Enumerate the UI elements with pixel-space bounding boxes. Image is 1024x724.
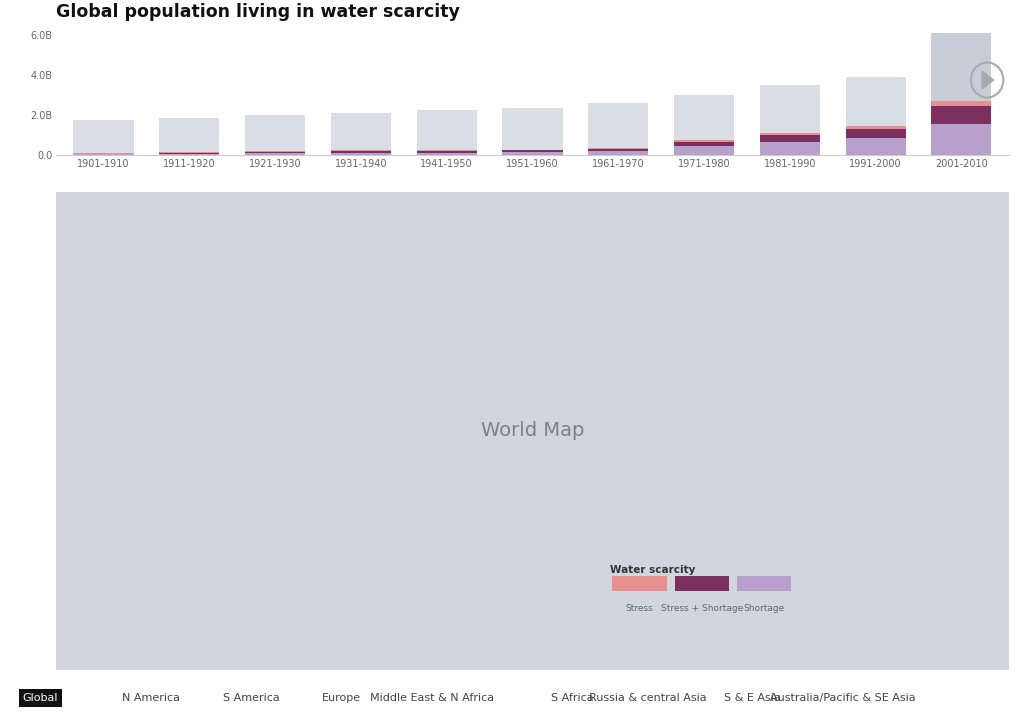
Bar [588, 148, 648, 151]
Bar [588, 104, 648, 155]
Bar [417, 150, 477, 151]
FancyBboxPatch shape [737, 576, 792, 591]
Text: S Africa: S Africa [551, 694, 594, 703]
Bar [760, 85, 820, 155]
Text: World Map: World Map [481, 421, 584, 440]
Bar [503, 150, 562, 151]
Text: Global: Global [23, 694, 58, 703]
Bar [331, 153, 391, 155]
Bar [846, 129, 905, 138]
Bar [160, 118, 219, 155]
Text: S America: S America [222, 694, 280, 703]
Text: Europe: Europe [322, 694, 361, 703]
Bar [74, 154, 133, 155]
Bar [417, 153, 477, 155]
Text: Shortage: Shortage [743, 604, 784, 613]
Text: N America: N America [122, 694, 180, 703]
Text: Water scarcity: Water scarcity [610, 565, 695, 576]
Text: Global population living in water scarcity: Global population living in water scarci… [56, 3, 460, 21]
Bar [160, 153, 219, 155]
Bar [932, 101, 991, 106]
Polygon shape [982, 71, 993, 89]
Bar [245, 152, 305, 153]
Bar [846, 126, 905, 129]
Bar [760, 133, 820, 135]
Bar [760, 135, 820, 142]
Bar [932, 33, 991, 155]
Text: 2001-2010: 2001-2010 [812, 235, 1009, 269]
Bar [674, 142, 734, 146]
Bar [331, 150, 391, 151]
FancyBboxPatch shape [675, 576, 729, 591]
Text: Australia/Pacific & SE Asia: Australia/Pacific & SE Asia [770, 694, 916, 703]
Bar [417, 151, 477, 153]
Bar [74, 120, 133, 155]
Bar [503, 108, 562, 155]
Bar [674, 140, 734, 142]
Bar [331, 151, 391, 153]
Text: Stress: Stress [626, 604, 653, 613]
Bar [674, 96, 734, 155]
Bar [932, 125, 991, 155]
Bar [503, 151, 562, 152]
Bar [331, 113, 391, 155]
Text: Middle East & N Africa: Middle East & N Africa [370, 694, 494, 703]
Bar [932, 106, 991, 125]
Bar [760, 142, 820, 155]
Bar [503, 152, 562, 155]
Bar [245, 115, 305, 155]
Bar [588, 151, 648, 155]
Text: S & E Asia: S & E Asia [724, 694, 781, 703]
FancyBboxPatch shape [612, 576, 667, 591]
Bar [846, 138, 905, 155]
Bar [674, 146, 734, 155]
Bar [846, 77, 905, 155]
Bar [417, 110, 477, 155]
Text: Stress + Shortage: Stress + Shortage [660, 604, 742, 613]
Text: Russia & central Asia: Russia & central Asia [589, 694, 707, 703]
Bar [245, 153, 305, 155]
